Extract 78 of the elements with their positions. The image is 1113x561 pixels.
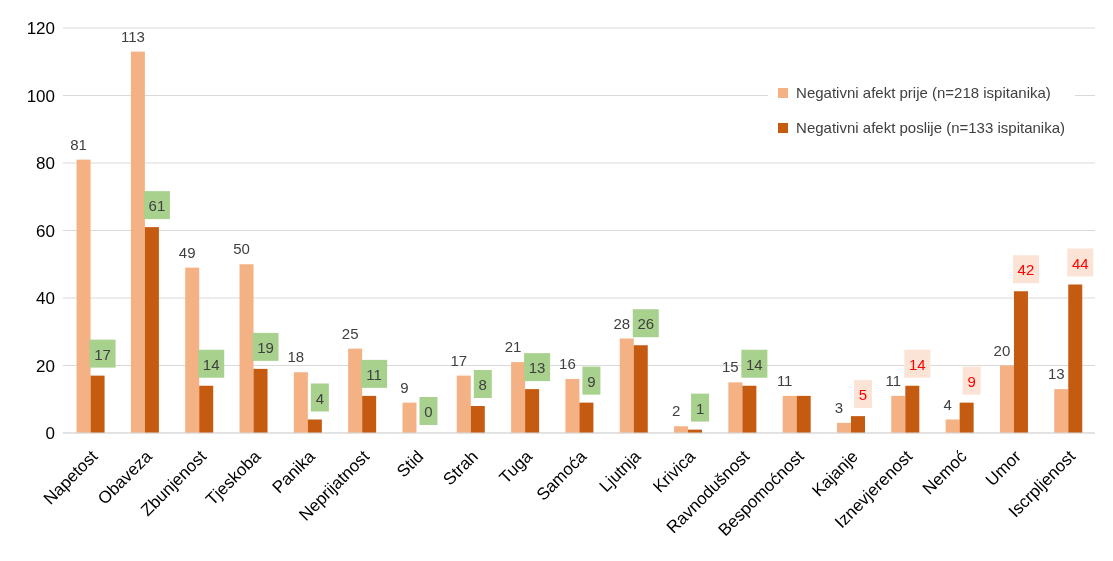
bar	[905, 385, 920, 433]
data-label: 14	[746, 355, 763, 373]
data-label: 15	[722, 358, 739, 376]
data-label: 49	[178, 243, 196, 261]
data-label: 2	[671, 402, 681, 420]
bar	[1013, 291, 1028, 433]
data-label: 9	[587, 372, 596, 390]
y-tick-label: 40	[36, 289, 55, 309]
legend-label: Negativni afekt poslije (n=133 ispitanika)	[796, 119, 1065, 136]
y-tick-label: 20	[36, 356, 55, 376]
data-label: 28	[613, 314, 631, 332]
data-label: 4	[315, 389, 325, 407]
data-label: 14	[908, 355, 926, 373]
y-tick-label: 100	[26, 86, 55, 106]
bar	[199, 385, 214, 433]
bar	[891, 395, 906, 433]
legend-label: Negativni afekt prije (n=218 ispitanika)	[796, 84, 1051, 101]
data-label: 5	[858, 386, 868, 404]
data-label: 0	[424, 403, 433, 420]
data-label: 1	[695, 399, 705, 417]
bar	[782, 395, 797, 433]
bar	[293, 372, 308, 433]
bar	[796, 395, 811, 433]
bar	[525, 389, 540, 433]
bar	[456, 375, 471, 433]
y-tick-label: 120	[26, 19, 55, 39]
bar	[999, 365, 1014, 433]
data-label: 13	[1047, 365, 1065, 383]
data-label: 9	[400, 378, 409, 396]
bar	[1054, 389, 1069, 433]
data-label: 8	[478, 376, 487, 393]
data-label: 14	[202, 355, 220, 373]
x-tick-label: Stid	[393, 446, 428, 482]
data-label: 50	[233, 240, 250, 258]
bar	[144, 227, 159, 433]
bar	[742, 385, 757, 433]
bar	[633, 345, 648, 433]
bar	[90, 375, 105, 433]
data-label: 81	[70, 135, 87, 153]
bar	[130, 51, 145, 433]
bar	[959, 402, 974, 433]
data-label: 16	[559, 355, 576, 372]
data-label: 19	[257, 338, 274, 356]
data-label: 26	[637, 315, 655, 333]
bar	[362, 395, 377, 433]
bar	[1068, 284, 1083, 433]
data-label: 13	[528, 359, 546, 377]
bar	[511, 362, 526, 433]
bar	[851, 416, 865, 433]
bar	[76, 159, 91, 433]
y-tick-label: 0	[45, 424, 55, 444]
bar	[619, 338, 634, 433]
data-label: 17	[94, 345, 111, 363]
data-label: 44	[1071, 254, 1089, 272]
data-label: 42	[1017, 261, 1035, 279]
bar	[470, 406, 485, 433]
data-label: 9	[967, 372, 976, 390]
data-label: 61	[148, 197, 166, 215]
bar	[185, 267, 200, 433]
data-label: 4	[943, 395, 952, 413]
bar	[253, 368, 268, 433]
y-tick-label: 60	[36, 221, 55, 241]
bar	[565, 379, 580, 433]
data-label: 21	[504, 338, 522, 356]
bar	[239, 264, 254, 433]
data-label: 11	[366, 365, 382, 383]
data-label: 3	[834, 398, 844, 416]
data-label: 25	[341, 324, 359, 342]
data-label: 17	[450, 351, 468, 369]
data-label: 11	[885, 371, 902, 389]
data-label: 11	[776, 371, 793, 389]
bar	[579, 402, 594, 433]
data-label: 20	[993, 341, 1011, 359]
data-label: 18	[287, 348, 305, 366]
bar	[348, 348, 363, 433]
data-label: 113	[120, 27, 145, 45]
y-tick-label: 80	[36, 154, 55, 174]
bar	[728, 382, 743, 433]
